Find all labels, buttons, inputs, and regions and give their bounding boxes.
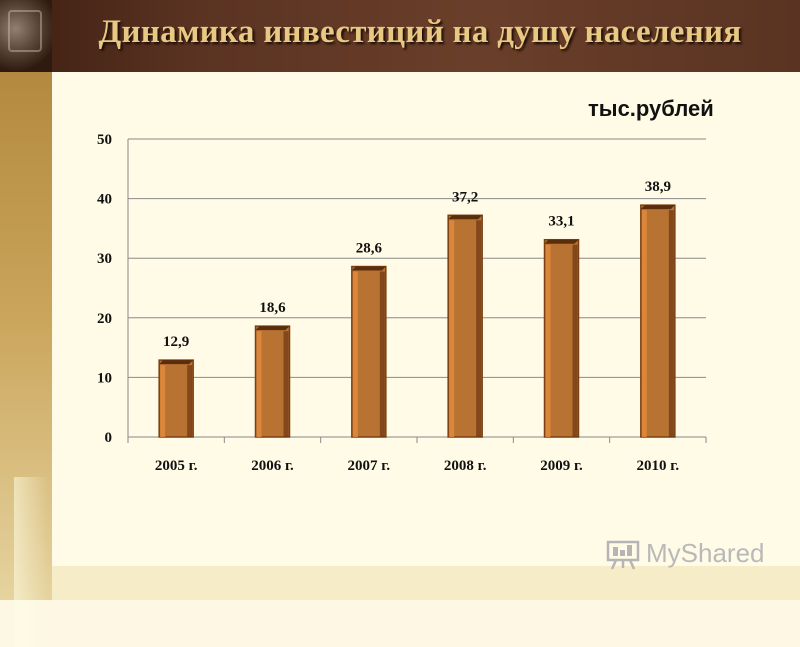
presentation-board-icon	[606, 540, 640, 570]
chart-bars	[158, 204, 676, 438]
x-tick-label: 2010 г.	[637, 458, 680, 474]
unit-label: тыс.рублей	[588, 96, 714, 121]
bar-highlight	[449, 220, 455, 437]
bar-shadow	[283, 331, 289, 437]
left-decorative-strip	[0, 72, 52, 647]
y-tick-label: 40	[97, 192, 112, 208]
bar-shadow	[187, 365, 193, 437]
x-tick-label: 2007 г.	[348, 458, 391, 474]
bar-shadow	[572, 244, 578, 437]
bar-top	[544, 239, 579, 244]
bottom-strip	[52, 566, 800, 600]
x-tick-label: 2006 г.	[251, 458, 294, 474]
data-label: 33,1	[548, 214, 574, 230]
bar-highlight	[641, 210, 647, 437]
bar-top	[255, 326, 290, 331]
bar-highlight	[160, 365, 166, 437]
x-tick-label: 2009 г.	[540, 458, 583, 474]
logo-text: MyShared	[646, 538, 765, 568]
y-tick-label: 10	[97, 370, 112, 386]
bar-highlight	[545, 244, 551, 437]
y-tick-label: 50	[97, 132, 112, 148]
bar-highlight	[352, 271, 358, 437]
x-tick-label: 2005 г.	[155, 458, 198, 474]
data-label: 12,9	[163, 334, 189, 350]
slide-header: Динамика инвестиций на душу населения	[0, 0, 800, 72]
bar-shadow	[668, 210, 674, 437]
chart-gridlines	[127, 138, 707, 443]
chart-labels: 0 10 20 30 40 50 12,9 2005 г. 18,6 2006 г. 28,6 200…	[97, 132, 679, 474]
x-tick-label: 2008 г.	[444, 458, 487, 474]
bar-top	[159, 360, 194, 365]
data-label: 18,6	[259, 300, 286, 316]
slide-title: Динамика инвестиций на душу населения	[98, 14, 742, 50]
bar-highlight	[256, 331, 262, 437]
data-label: 38,9	[645, 179, 671, 195]
bar-top	[640, 205, 675, 210]
data-label: 37,2	[452, 189, 478, 205]
header-ornament	[0, 0, 52, 72]
bar-shadow	[379, 271, 385, 437]
y-tick-label: 20	[97, 311, 112, 327]
y-tick-label: 30	[97, 251, 112, 267]
data-label: 28,6	[356, 241, 383, 257]
bar-shadow	[476, 220, 482, 437]
bar-chart: 0 10 20 30 40 50 12,9 2005 г. 18,6 2006 г. 28,6 200…	[97, 132, 707, 474]
bar-top	[448, 215, 483, 220]
y-tick-label: 0	[105, 430, 113, 446]
bar-top	[351, 266, 386, 271]
